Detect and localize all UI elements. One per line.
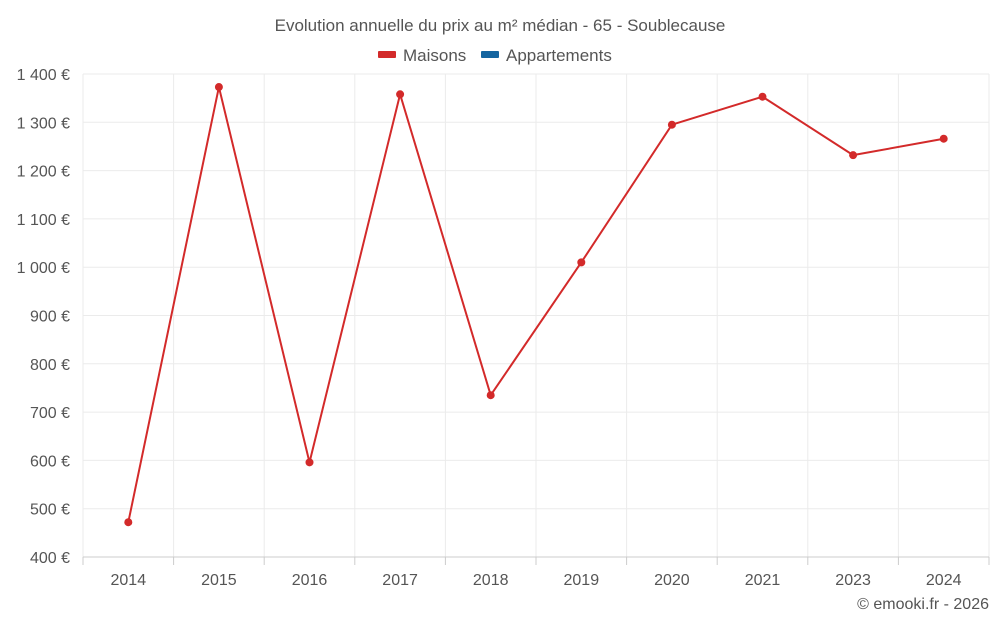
data-point[interactable] xyxy=(667,120,676,129)
data-point[interactable] xyxy=(124,518,133,527)
data-point[interactable] xyxy=(486,391,495,400)
y-tick-label: 1 300 € xyxy=(17,115,70,132)
data-point[interactable] xyxy=(577,258,586,267)
legend-item-appartements[interactable]: Appartements xyxy=(481,46,612,65)
y-tick-label: 1 200 € xyxy=(17,164,70,181)
x-tick-label: 2021 xyxy=(745,572,781,589)
x-tick-label: 2019 xyxy=(564,572,600,589)
x-tick-label: 2014 xyxy=(111,572,147,589)
y-tick-label: 800 € xyxy=(30,357,70,374)
legend-swatch-maisons xyxy=(378,51,396,58)
grid xyxy=(82,73,990,558)
axes: 400 € 500 € 600 € 700 € 800 € 900 € 1 000 € 1 1… xyxy=(17,67,990,589)
legend-item-maisons[interactable]: Maisons xyxy=(378,46,466,65)
y-tick-label: 900 € xyxy=(30,309,70,326)
data-point[interactable] xyxy=(758,92,767,101)
x-tick-label: 2023 xyxy=(835,572,871,589)
legend-swatch-appartements xyxy=(481,51,499,58)
data-point[interactable] xyxy=(305,458,314,467)
y-tick-label: 1 000 € xyxy=(17,260,70,277)
data-point[interactable] xyxy=(939,134,948,143)
y-tick-label: 1 100 € xyxy=(17,212,70,229)
y-tick-label: 400 € xyxy=(30,550,70,567)
credit-text: © emooki.fr - 2026 xyxy=(857,596,989,613)
plot-area xyxy=(124,83,948,527)
x-tick-label: 2017 xyxy=(382,572,418,589)
series-line-maisons xyxy=(127,86,944,523)
y-tick-label: 700 € xyxy=(30,405,70,422)
x-tick-label: 2015 xyxy=(201,572,237,589)
y-tick-label: 500 € xyxy=(30,502,70,519)
x-tick-label: 2024 xyxy=(926,572,962,589)
legend: Maisons Appartements xyxy=(378,46,612,65)
x-tick-label: 2018 xyxy=(473,572,509,589)
chart-title: Evolution annuelle du prix au m² médian … xyxy=(275,16,726,35)
y-tick-label: 600 € xyxy=(30,453,70,470)
data-point[interactable] xyxy=(849,151,858,160)
legend-label-maisons: Maisons xyxy=(403,46,466,65)
y-tick-label: 1 400 € xyxy=(17,67,70,84)
data-point[interactable] xyxy=(396,90,405,99)
data-point[interactable] xyxy=(214,83,223,92)
x-tick-label: 2020 xyxy=(654,572,690,589)
legend-label-appartements: Appartements xyxy=(506,46,612,65)
x-tick-label: 2016 xyxy=(292,572,328,589)
